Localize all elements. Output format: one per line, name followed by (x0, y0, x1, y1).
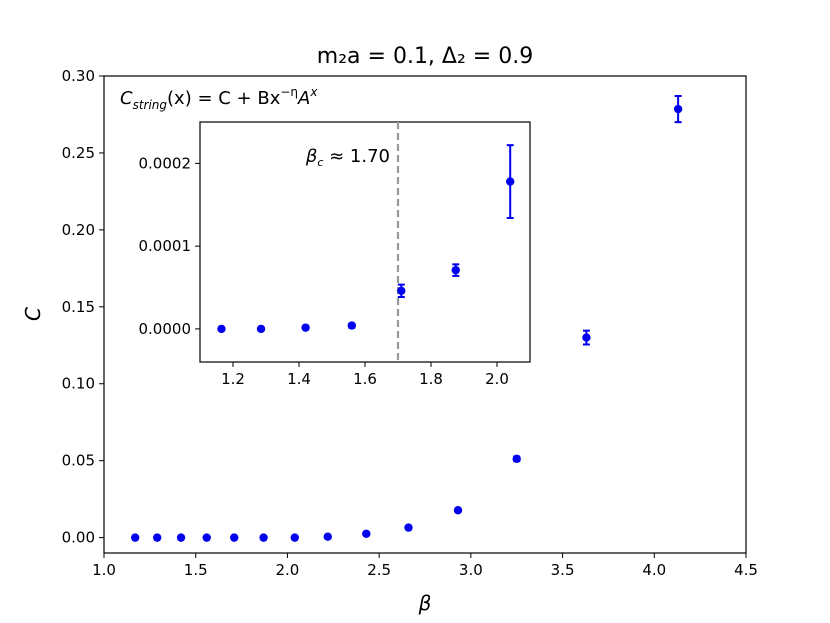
y-tick-label: 0.30 (62, 67, 95, 85)
y-tick-label: 0.00 (62, 529, 95, 547)
inset-x-axis: 1.2 1.4 1.6 1.8 2.0 (221, 362, 509, 388)
x-tick-label: 2.5 (367, 561, 391, 579)
data-point (230, 533, 239, 542)
chart-title: m₂a = 0.1, Δ₂ = 0.9 (317, 44, 533, 69)
data-point (582, 333, 591, 342)
x-tick-label: 1.0 (92, 561, 116, 579)
main-x-axis: 1.0 1.5 2.0 2.5 3.0 3.5 4.0 4.5 (92, 553, 758, 579)
x-tick-label: 1.8 (419, 370, 443, 388)
y-tick-label: 0.05 (62, 452, 95, 470)
data-point (451, 265, 460, 275)
y-tick-label: 0.10 (62, 375, 95, 393)
x-tick-label: 3.5 (551, 561, 575, 579)
data-point (290, 533, 299, 542)
data-point (217, 324, 226, 334)
beta-c-label: βc ≈ 1.70 (305, 146, 390, 169)
data-point (453, 506, 463, 515)
data-point (323, 532, 332, 541)
y-tick-label: 0.0001 (139, 237, 192, 255)
y-tick-label: 0.0000 (139, 320, 192, 338)
x-tick-label: 2.0 (485, 370, 509, 388)
data-point (397, 286, 406, 296)
y-tick-label: 0.25 (62, 144, 95, 162)
data-point (202, 533, 211, 542)
y-tick-label: 0.15 (62, 298, 95, 316)
main-plot-area (103, 75, 747, 554)
data-point (301, 323, 310, 332)
x-tick-label: 1.6 (353, 370, 377, 388)
inset-y-axis: 0.0000 0.0001 0.0002 (139, 154, 200, 338)
y-tick-label: 0.0002 (139, 154, 192, 172)
x-tick-label: 1.5 (184, 561, 208, 579)
data-point (256, 324, 266, 334)
x-tick-label: 1.4 (287, 370, 311, 388)
x-tick-label: 2.0 (275, 561, 299, 579)
x-axis-label: β (418, 591, 432, 615)
data-point (347, 321, 356, 330)
y-axis-label: C (21, 307, 45, 321)
data-point (259, 533, 268, 542)
data-point (506, 177, 515, 186)
data-point (404, 523, 413, 532)
data-point (130, 533, 140, 542)
inset-plot-area (199, 121, 531, 363)
x-tick-label: 4.0 (642, 561, 666, 579)
data-point (362, 529, 371, 538)
main-series (130, 95, 683, 542)
x-tick-label: 3.0 (459, 561, 483, 579)
data-point (673, 104, 683, 114)
x-tick-label: 4.5 (734, 561, 758, 579)
main-y-axis: 0.00 0.05 0.10 0.15 0.20 0.25 0.30 (62, 67, 104, 547)
inset-series (217, 144, 515, 334)
x-tick-label: 1.2 (221, 370, 245, 388)
data-point (176, 533, 186, 542)
fit-formula-annotation: Cstring(x) = C + Bx−ηAx (120, 85, 318, 112)
data-point (152, 533, 162, 542)
y-tick-label: 0.20 (62, 221, 95, 239)
data-point (512, 454, 521, 464)
